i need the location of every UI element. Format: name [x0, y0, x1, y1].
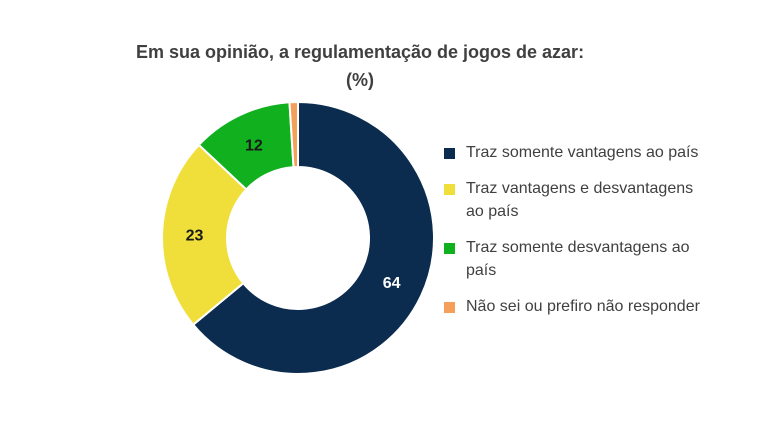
slice-value-label: 12	[245, 137, 263, 154]
legend-item: Traz somente vantagens ao país	[444, 141, 704, 164]
slice-value-label: 23	[186, 228, 204, 245]
legend-swatch	[444, 184, 455, 195]
slice-value-label: 64	[383, 275, 401, 292]
chart-legend: Traz somente vantagens ao país Traz vant…	[444, 141, 704, 331]
legend-item: Não sei ou prefiro não responder	[444, 295, 704, 318]
legend-swatch	[444, 243, 455, 254]
legend-swatch	[444, 148, 455, 159]
legend-label: Traz vantagens e desvantagens ao país	[466, 180, 694, 220]
legend-label: Traz somente desvantagens ao país	[466, 239, 690, 279]
donut-slice	[288, 100, 299, 169]
chart-title-block: Em sua opinião, a regulamentação de jogo…	[0, 38, 720, 94]
legend-swatch	[444, 302, 455, 313]
chart-subtitle: (%)	[346, 70, 374, 90]
legend-item: Traz vantagens e desvantagens ao país	[444, 177, 704, 223]
legend-item: Traz somente desvantagens ao país	[444, 236, 704, 282]
donut-slice	[191, 100, 435, 375]
legend-label: Traz somente vantagens ao país	[466, 144, 699, 161]
chart-title: Em sua opinião, a regulamentação de jogo…	[135, 42, 585, 62]
legend-label: Não sei ou prefiro não responder	[466, 298, 700, 315]
donut-slice	[161, 143, 248, 327]
